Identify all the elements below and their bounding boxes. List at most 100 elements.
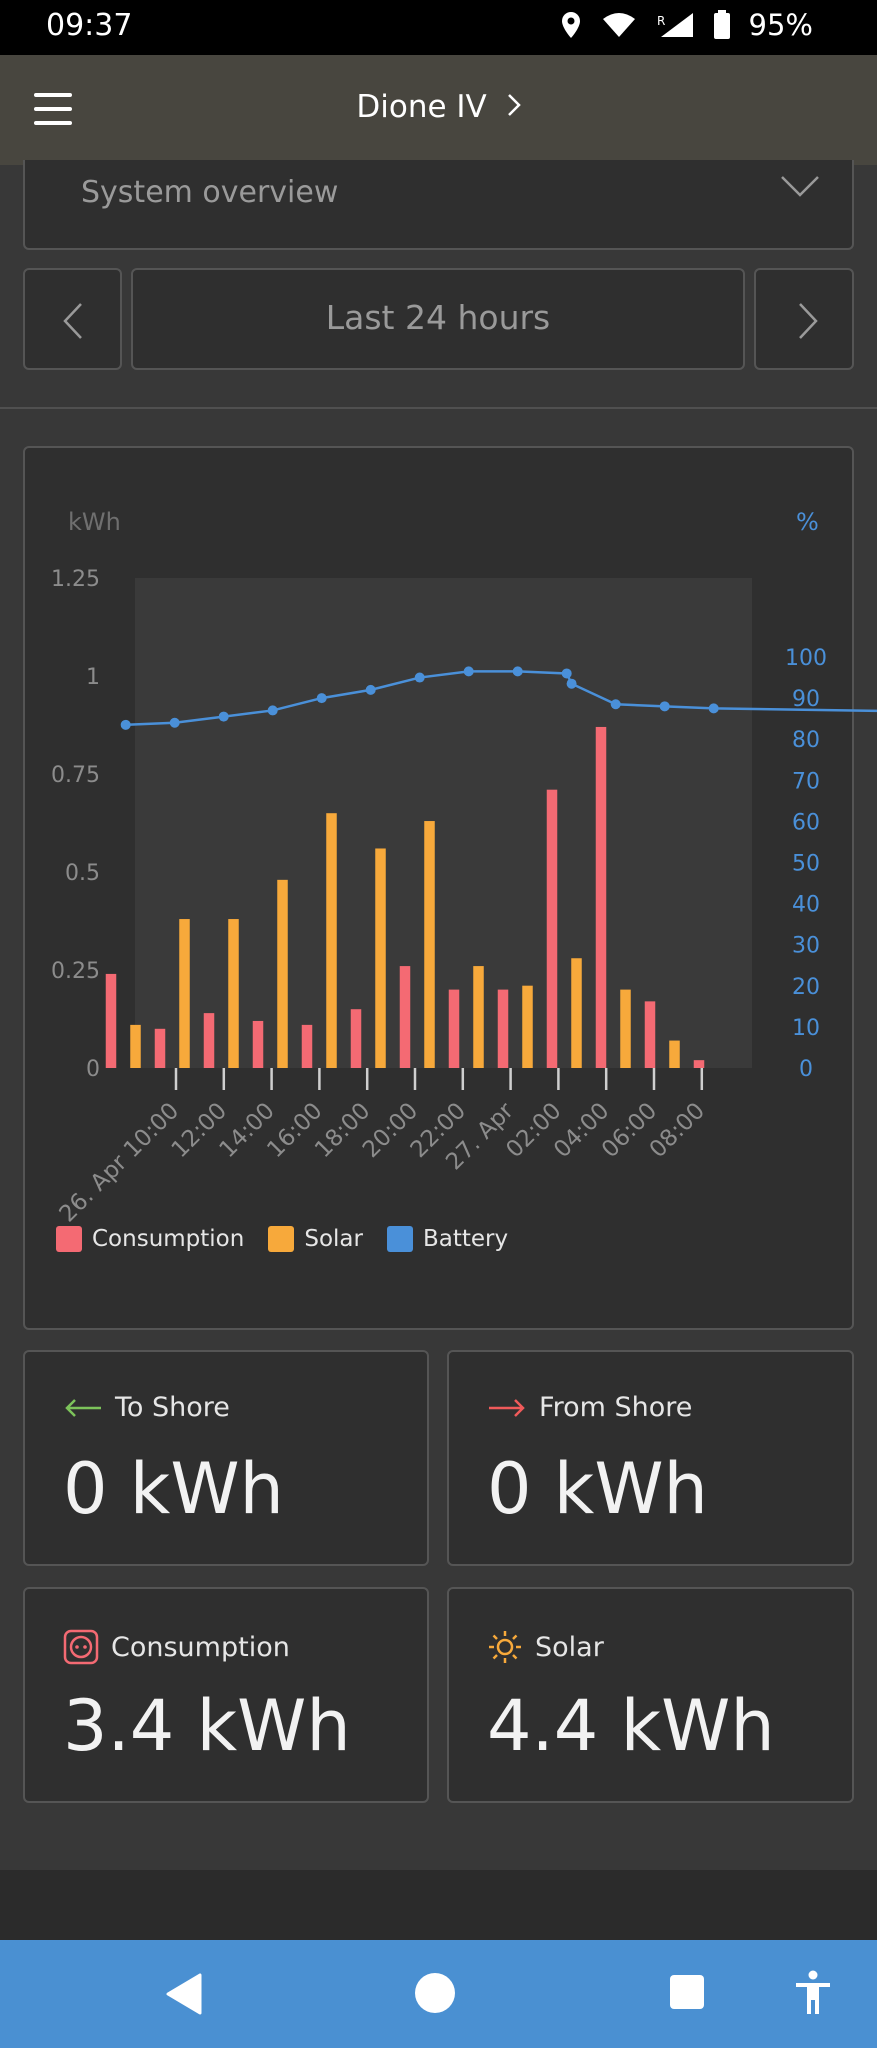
solar-bar: [130, 1024, 141, 1068]
plot-area: [135, 578, 752, 1068]
status-icons: R 95%: [559, 8, 813, 42]
legend-label: Solar: [304, 1226, 363, 1252]
divider: [0, 407, 877, 409]
left-tick-label: 0: [86, 1057, 100, 1082]
consumption-value: 3.4 kWh: [63, 1685, 351, 1767]
app-header: Dione IV: [0, 55, 877, 165]
consumption-bar: [448, 989, 460, 1068]
legend-item-solar[interactable]: Solar: [268, 1226, 363, 1252]
from-shore-card: From Shore 0 kWh: [447, 1350, 854, 1566]
solar-value: 4.4 kWh: [487, 1685, 775, 1767]
chevron-right-icon: [799, 303, 818, 339]
battery-point: [659, 701, 670, 712]
power-socket-icon: [63, 1629, 99, 1665]
consumption-bar: [350, 1009, 362, 1068]
signal-icon: R: [657, 13, 693, 37]
solar-bar: [179, 919, 190, 1068]
legend-swatch: [56, 1226, 82, 1252]
chevron-left-icon: [63, 303, 82, 339]
home-icon[interactable]: [414, 1972, 456, 2014]
recents-icon[interactable]: [669, 1974, 705, 2010]
from-shore-label: From Shore: [539, 1392, 693, 1423]
legend-item-battery[interactable]: Battery: [386, 1226, 509, 1252]
previous-range-button[interactable]: [23, 268, 122, 370]
consumption-card: Consumption 3.4 kWh: [23, 1587, 429, 1803]
solar-bar: [669, 1040, 680, 1068]
back-icon[interactable]: [164, 1973, 202, 2015]
legend-item-consumption[interactable]: Consumption: [56, 1226, 244, 1252]
range-label: Last 24 hours: [325, 298, 551, 337]
sun-icon: [489, 1631, 521, 1663]
battery-point: [316, 693, 327, 704]
left-tick-label: 0.5: [65, 861, 100, 886]
arrow-left-icon: [65, 1398, 101, 1417]
left-tick-label: 1.25: [51, 567, 100, 592]
location-icon: [561, 12, 580, 38]
view-selector[interactable]: System overview: [23, 160, 854, 250]
right-tick-label: 70: [792, 769, 820, 794]
svg-text:R: R: [657, 14, 665, 28]
menu-icon[interactable]: [34, 93, 72, 125]
chevron-down-icon: [781, 176, 819, 197]
to-shore-value: 0 kWh: [63, 1448, 284, 1530]
battery-point: [414, 672, 425, 683]
battery-point: [218, 711, 229, 722]
consumption-bar: [595, 726, 607, 1068]
solar-bar: [424, 821, 435, 1068]
accessibility-icon[interactable]: [793, 1970, 833, 2016]
consumption-bar: [399, 966, 411, 1068]
legend-label: Battery: [422, 1226, 509, 1252]
legend-swatch: [386, 1226, 413, 1252]
solar-bar: [522, 985, 533, 1068]
to-shore-label: To Shore: [115, 1392, 230, 1423]
battery-point: [365, 684, 376, 695]
solar-bar: [620, 989, 631, 1068]
left-tick-label: 1: [86, 665, 100, 690]
battery-point: [169, 717, 180, 728]
battery-point: [120, 719, 131, 730]
consumption-bar: [546, 789, 558, 1068]
battery-point: [463, 666, 474, 677]
status-bar: 09:37 R 95%: [0, 0, 877, 55]
right-tick-label: 20: [792, 975, 820, 1000]
site-title: Dione IV: [356, 89, 487, 125]
battery-line: [125, 670, 877, 727]
from-shore-value: 0 kWh: [487, 1448, 708, 1530]
left-axis-label: kWh: [68, 508, 121, 536]
right-tick-label: 60: [792, 810, 820, 835]
right-tick-label: 0: [799, 1057, 813, 1082]
next-range-button[interactable]: [754, 268, 854, 370]
solar-bar: [277, 879, 288, 1068]
right-tick-label: 80: [792, 728, 820, 753]
consumption-bar: [644, 1001, 656, 1068]
consumption-bar: [301, 1024, 313, 1068]
legend-label: Consumption: [92, 1226, 245, 1252]
view-selector-label: System overview: [81, 175, 339, 210]
legend-swatch: [268, 1226, 295, 1252]
consumption-bar: [154, 1028, 166, 1068]
solar-bar: [375, 848, 386, 1068]
status-time: 09:37: [46, 8, 133, 43]
right-tick-label: 10: [792, 1016, 820, 1041]
to-shore-card: To Shore 0 kWh: [23, 1350, 429, 1566]
right-tick-label: 40: [792, 893, 820, 918]
site-title-button[interactable]: Dione IV: [0, 89, 877, 125]
right-tick-label: 90: [792, 687, 820, 712]
consumption-bar: [105, 973, 117, 1068]
chevron-right-icon: [507, 94, 521, 116]
left-tick-label: 0.75: [51, 763, 100, 788]
solar-label: Solar: [535, 1631, 604, 1663]
consumption-label: Consumption: [111, 1631, 290, 1663]
consumption-bar: [252, 1020, 264, 1068]
right-tick-label: 100: [785, 646, 827, 671]
consumption-bar: [497, 989, 509, 1068]
battery-point: [566, 678, 577, 689]
solar-bar: [571, 958, 582, 1068]
range-selector[interactable]: Last 24 hours: [131, 268, 745, 370]
consumption-bar: [203, 1013, 215, 1068]
right-tick-label: 50: [792, 852, 820, 877]
battery-icon: [713, 10, 730, 39]
battery-point: [512, 666, 523, 677]
battery-point: [610, 699, 621, 710]
arrow-right-icon: [489, 1398, 525, 1417]
